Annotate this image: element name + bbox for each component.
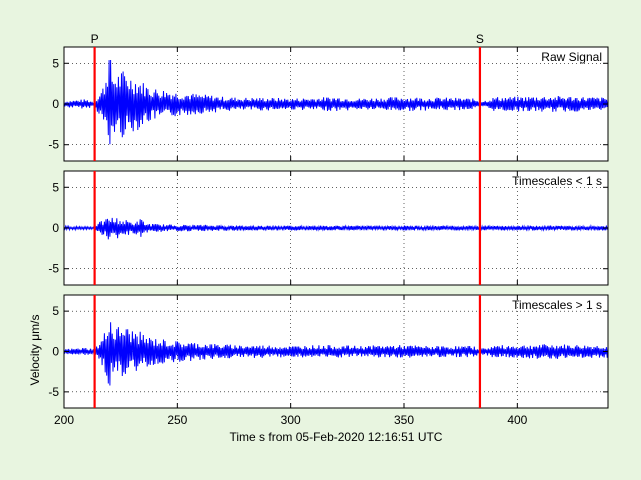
waveform-trace xyxy=(63,217,609,240)
y-axis-label: Velocity μm/s xyxy=(28,315,42,386)
x-tick-label: 350 xyxy=(394,413,414,427)
panels: -5 0 5 Raw Signal -5 0 5 Timescales < 1 s -5 0 5 Ti… xyxy=(48,46,609,409)
panel-label: Raw Signal xyxy=(541,50,602,64)
x-axis-label: Time s from 05-Feb-2020 12:16:51 UTC xyxy=(230,430,443,444)
x-tick-label: 250 xyxy=(167,413,187,427)
panel-1: -5 0 5 Raw Signal xyxy=(48,46,609,162)
waveform-trace xyxy=(63,59,609,145)
panel-label: Timescales < 1 s xyxy=(512,174,602,188)
panel-2: -5 0 5 Timescales < 1 s xyxy=(48,170,609,286)
x-tick-label: 300 xyxy=(281,413,301,427)
y-tick-label: -5 xyxy=(48,385,59,399)
x-tick-label: 200 xyxy=(54,413,74,427)
y-tick-label: -5 xyxy=(48,262,59,276)
x-tick-label: 400 xyxy=(507,413,527,427)
y-tick-label: 0 xyxy=(52,345,59,359)
y-tick-label: 0 xyxy=(52,221,59,235)
phase-marker-label: S xyxy=(476,32,484,46)
y-tick-label: -5 xyxy=(48,138,59,152)
y-tick-label: 5 xyxy=(52,56,59,70)
y-tick-label: 0 xyxy=(52,97,59,111)
panel-label: Timescales > 1 s xyxy=(512,298,602,312)
x-tick-labels: 200 250 300 350 400 xyxy=(54,413,528,427)
y-tick-label: 5 xyxy=(52,180,59,194)
phase-marker-label: P xyxy=(91,32,99,46)
panel-3: -5 0 5 Timescales > 1 s xyxy=(48,294,609,409)
waveform-trace xyxy=(63,322,609,386)
y-tick-label: 5 xyxy=(52,304,59,318)
